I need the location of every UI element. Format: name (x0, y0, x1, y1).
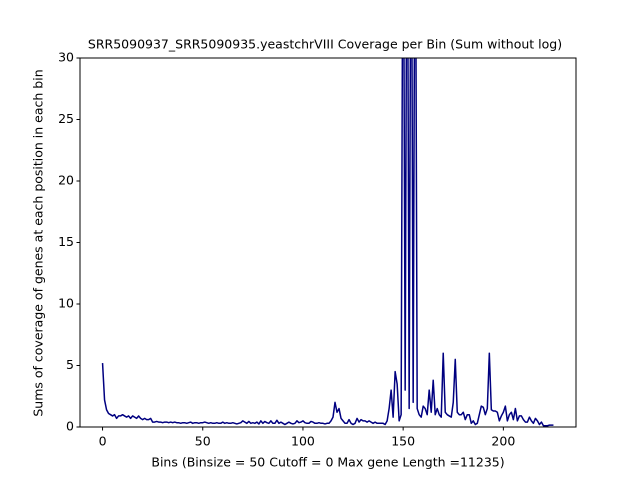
x-tick-label: 100 (291, 434, 315, 449)
y-tick-label: 25 (58, 111, 74, 126)
y-tick-label: 15 (58, 234, 74, 249)
x-tick-label: 200 (491, 434, 515, 449)
axes-frame (79, 57, 577, 428)
y-tick-label: 20 (58, 173, 74, 188)
y-tick-label: 30 (58, 50, 74, 65)
data-line (101, 58, 554, 427)
chart-title: SRR5090937_SRR5090935.yeastchrVIII Cover… (88, 37, 562, 52)
y-tick-label: 10 (58, 296, 74, 311)
y-tick-label: 0 (66, 419, 74, 434)
plot-area (101, 58, 554, 427)
y-axis-label: Sums of coverage of genes at each positi… (31, 69, 46, 416)
y-tick-label: 5 (66, 357, 74, 372)
x-tick-label: 150 (391, 434, 415, 449)
x-tick-label: 50 (195, 434, 211, 449)
x-tick-label: 0 (99, 434, 107, 449)
x-axis-label: Bins (Binsize = 50 Cutoff = 0 Max gene L… (151, 455, 504, 470)
